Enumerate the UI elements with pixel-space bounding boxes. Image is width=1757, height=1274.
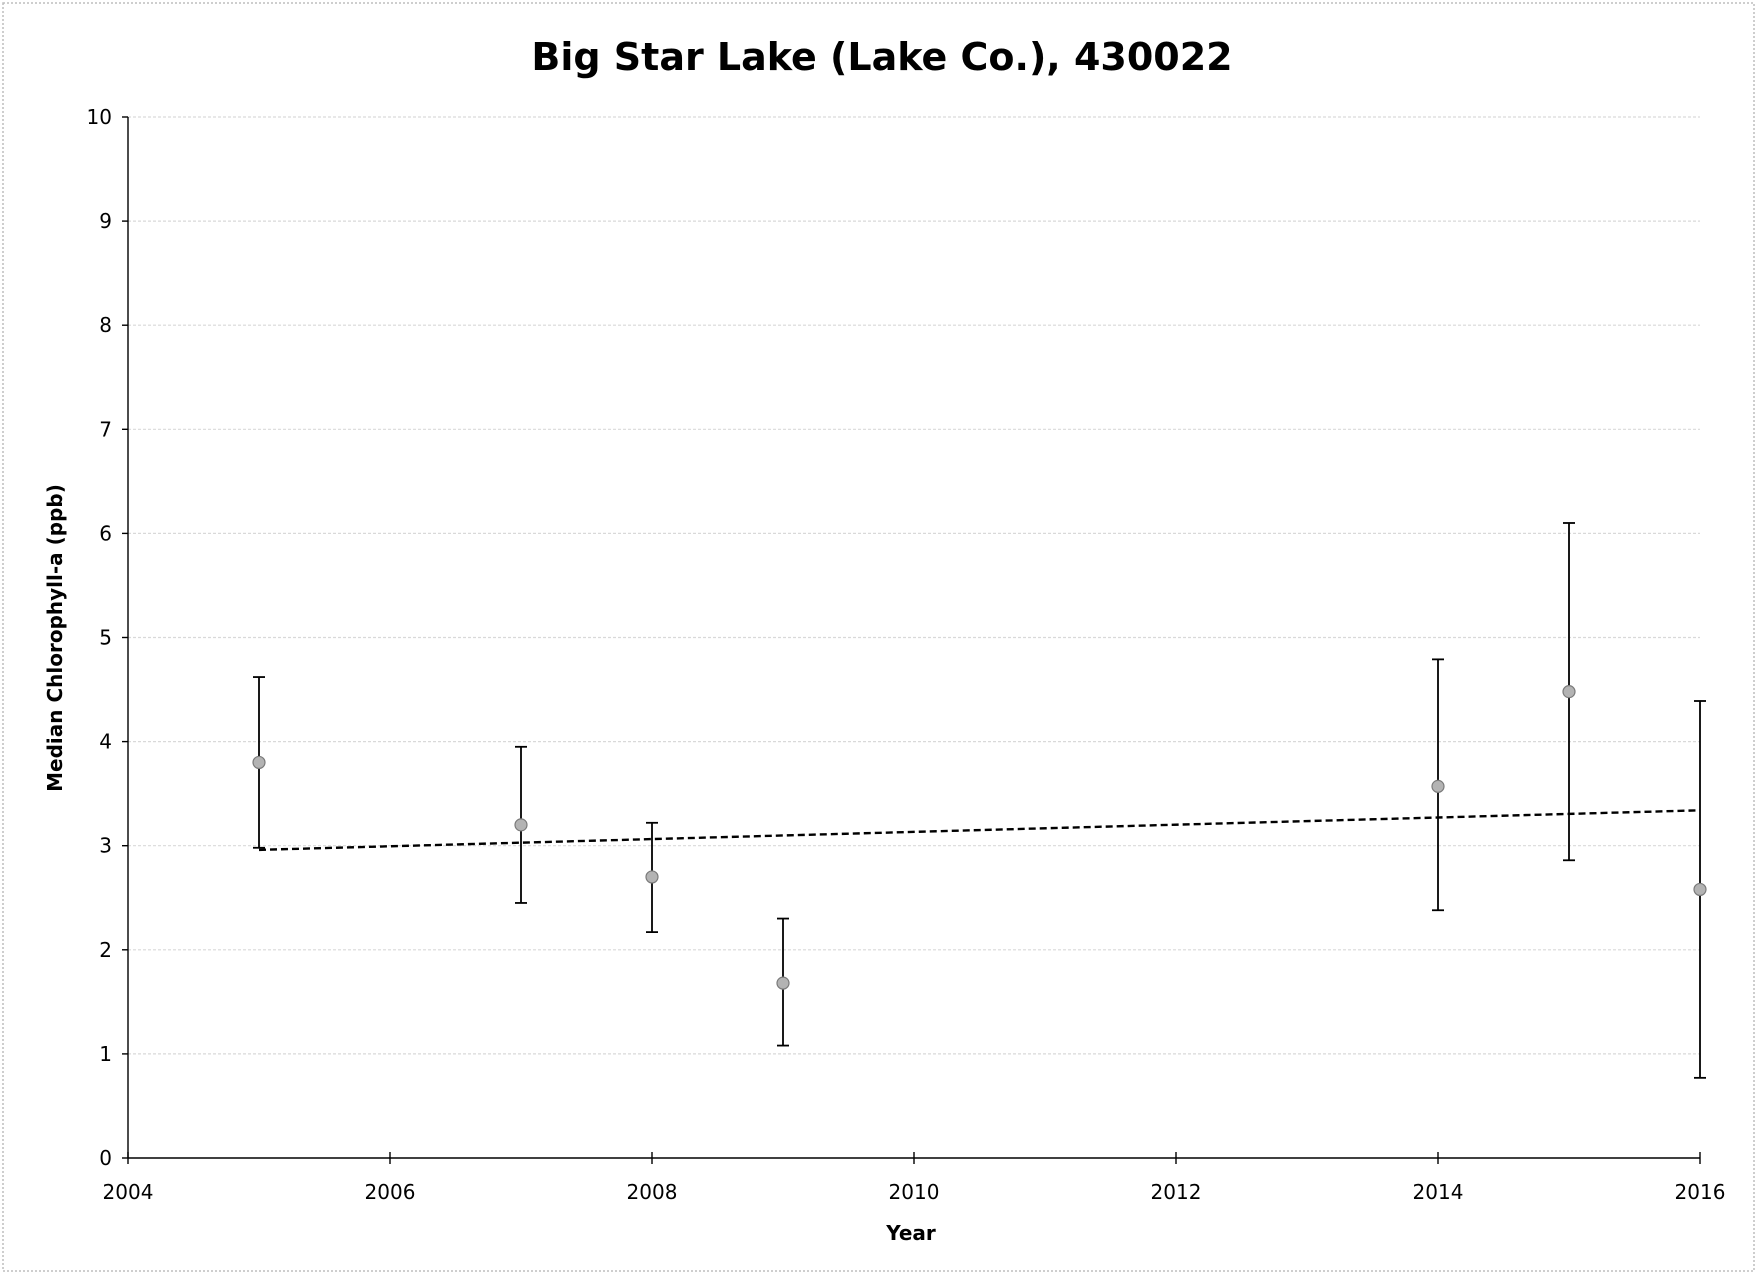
x-tick-label: 2014 [1413, 1180, 1464, 1204]
y-tick-label: 6 [99, 521, 112, 545]
axes: 0 1 2 3 4 5 6 7 8 9 10 2004 2006 2008 2010 2012 2014 2016 [87, 105, 1726, 1204]
trendline-group [258, 809, 1701, 852]
x-tick-label: 2010 [889, 1180, 940, 1204]
chart-title: Big Star Lake (Lake Co.), 430022 [531, 35, 1232, 79]
y-tick-label: 1 [99, 1042, 112, 1066]
data-point [252, 755, 266, 770]
y-tick-label: 0 [99, 1146, 112, 1170]
data-point [776, 976, 790, 990]
y-tick-label: 5 [99, 626, 112, 650]
y-tick-label: 10 [87, 105, 112, 129]
y-tick-label: 3 [99, 834, 112, 858]
data-point [1431, 779, 1445, 793]
x-tick-label: 2008 [627, 1180, 678, 1204]
x-tick-label: 2006 [365, 1180, 416, 1204]
x-tick-label: 2012 [1151, 1180, 1202, 1204]
data-point [514, 818, 528, 832]
x-axis-label: Year [885, 1221, 936, 1245]
x-tick-label: 2004 [103, 1180, 154, 1204]
trendline [258, 809, 1701, 852]
data-points [252, 522, 1707, 1079]
x-tick-label: 2016 [1675, 1180, 1726, 1204]
data-point [1693, 882, 1707, 897]
y-tick-label: 4 [99, 730, 112, 754]
y-axis-label: Median Chlorophyll-a (ppb) [43, 484, 67, 792]
y-tick-label: 8 [99, 313, 112, 337]
data-point [1562, 685, 1576, 699]
data-point [645, 870, 659, 884]
y-tick-label: 2 [99, 938, 112, 962]
y-tick-label: 9 [99, 209, 112, 233]
y-tick-label: 7 [99, 417, 112, 441]
gridlines [128, 116, 1700, 1055]
